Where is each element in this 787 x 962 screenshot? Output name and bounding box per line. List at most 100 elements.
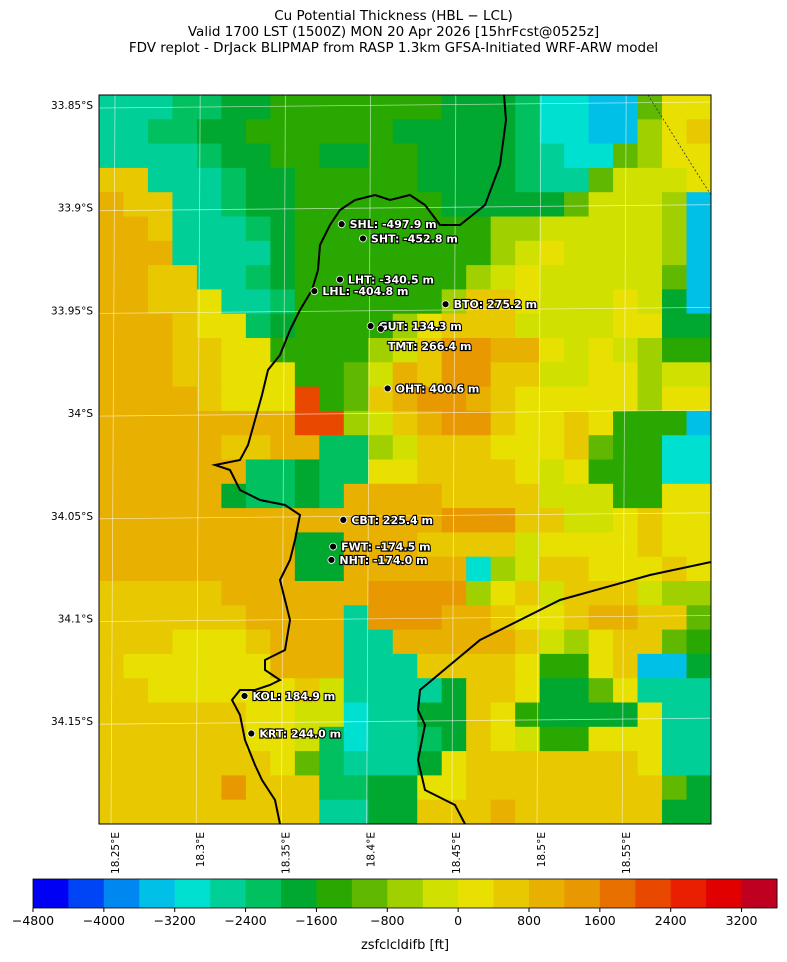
- heatmap-cell: [515, 289, 541, 315]
- graticule-lon-line: [621, 95, 627, 824]
- heatmap-cell: [99, 581, 124, 606]
- heatmap-cell: [466, 192, 492, 217]
- heatmap-cell: [441, 265, 467, 290]
- heatmap-cell: [466, 167, 492, 193]
- heatmap-cell: [221, 605, 247, 631]
- heatmap-cell: [270, 362, 296, 388]
- heatmap-cell: [221, 386, 247, 412]
- heatmap-cell: [588, 702, 614, 728]
- heatmap-cell: [441, 508, 467, 533]
- heatmap-cell: [368, 726, 394, 752]
- lon-tick-label: 18.3°E: [195, 832, 207, 867]
- heatmap-cell: [245, 289, 271, 315]
- heatmap-cell: [368, 216, 394, 242]
- heatmap-cell: [515, 143, 541, 169]
- heatmap-cell: [417, 508, 443, 533]
- heatmap-cell: [172, 338, 198, 363]
- heatmap-cell: [490, 483, 516, 509]
- heatmap-cell: [319, 410, 345, 436]
- heatmap-cell: [417, 799, 443, 824]
- heatmap-cell: [368, 678, 394, 703]
- heatmap-cell: [466, 216, 492, 242]
- heatmap-cell: [539, 119, 565, 145]
- lon-tick-label: 18.4°E: [366, 832, 378, 867]
- heatmap-cell: [196, 726, 222, 752]
- heatmap-cell: [294, 581, 320, 606]
- heatmap-cell: [147, 435, 173, 460]
- heatmap-cell: [368, 265, 394, 290]
- heatmap-cell: [490, 653, 516, 679]
- heatmap-cell: [368, 702, 394, 728]
- heatmap-cell: [588, 265, 614, 290]
- colorbar-swatch: [670, 879, 707, 908]
- heatmap-cell: [343, 508, 369, 533]
- heatmap-cell: [662, 143, 688, 169]
- heatmap-cell: [490, 216, 516, 242]
- heatmap-cell: [686, 435, 711, 460]
- heatmap-cell: [686, 386, 711, 412]
- heatmap-cell: [466, 435, 492, 460]
- heatmap-cell: [686, 483, 711, 509]
- heatmap-cell: [245, 216, 271, 242]
- heatmap-cell: [196, 508, 222, 533]
- heatmap-cell: [343, 605, 369, 631]
- heatmap-cell: [319, 435, 345, 460]
- axes-ticks: 18.25°E 18.3°E 18.35°E 18.4°E 18.45°E 18.5°E 1…: [51, 100, 633, 874]
- heatmap-cell: [417, 167, 443, 193]
- heatmap-cell: [490, 362, 516, 388]
- heatmap-cell: [99, 362, 124, 388]
- heatmap-cell: [294, 313, 320, 339]
- heatmap-cell: [392, 556, 418, 582]
- colorbar-label: zsfclcldifb [ft]: [361, 938, 449, 953]
- heatmap-cell: [221, 192, 247, 217]
- heatmap-cell: [368, 240, 394, 266]
- colorbar-swatch: [458, 879, 495, 908]
- heatmap-cell: [588, 508, 614, 533]
- heatmap-cell: [147, 605, 173, 631]
- heatmap-cell: [441, 751, 467, 776]
- heatmap-cell: [564, 313, 590, 339]
- heatmap-cell: [392, 653, 418, 679]
- heatmap-cell: [539, 653, 565, 679]
- heatmap-cell: [196, 313, 222, 339]
- heatmap-cell: [637, 143, 663, 169]
- heatmap-cell: [588, 799, 614, 824]
- heatmap-cell: [245, 265, 271, 290]
- heatmap-cell: [319, 483, 345, 509]
- heatmap-cell: [539, 167, 565, 193]
- heatmap-cell: [294, 386, 320, 412]
- heatmap-cell: [466, 556, 492, 582]
- heatmap-cell: [588, 362, 614, 388]
- heatmap-cell: [588, 775, 614, 801]
- heatmap-cell: [662, 265, 688, 290]
- heatmap-cell: [368, 799, 394, 824]
- heatmap-cell: [515, 386, 541, 412]
- heatmap-cell: [662, 702, 688, 728]
- heatmap-cell: [466, 143, 492, 169]
- heatmap-cell: [637, 167, 663, 193]
- heatmap-cell: [319, 799, 345, 824]
- heatmap-cell: [637, 386, 663, 412]
- heatmap-cell: [662, 653, 688, 679]
- heatmap-cell: [221, 556, 247, 582]
- station-markers: SHL: -497.9 m SHT: -452.8 m LHT: -340.5 mL…: [240, 217, 538, 742]
- heatmap-cell: [172, 508, 198, 533]
- heatmap-cell: [588, 435, 614, 460]
- heatmap-cell: [662, 459, 688, 485]
- heatmap-cell: [294, 240, 320, 266]
- title-line-1: Cu Potential Thickness (HBL − LCL): [274, 8, 513, 24]
- heatmap-cell: [441, 775, 467, 801]
- colorbar-swatch: [68, 879, 105, 908]
- heatmap-cell: [294, 167, 320, 193]
- heatmap-cell: [368, 653, 394, 679]
- heatmap-cell: [441, 95, 467, 120]
- lon-tick-label: 18.5°E: [536, 832, 548, 867]
- heatmap-cell: [588, 605, 614, 631]
- heatmap-cell: [539, 726, 565, 752]
- heatmap-cell: [319, 362, 345, 388]
- heatmap-cell: [319, 629, 345, 655]
- heatmap-cell: [637, 532, 663, 558]
- heatmap-cell: [99, 338, 124, 363]
- heatmap-cell: [466, 508, 492, 533]
